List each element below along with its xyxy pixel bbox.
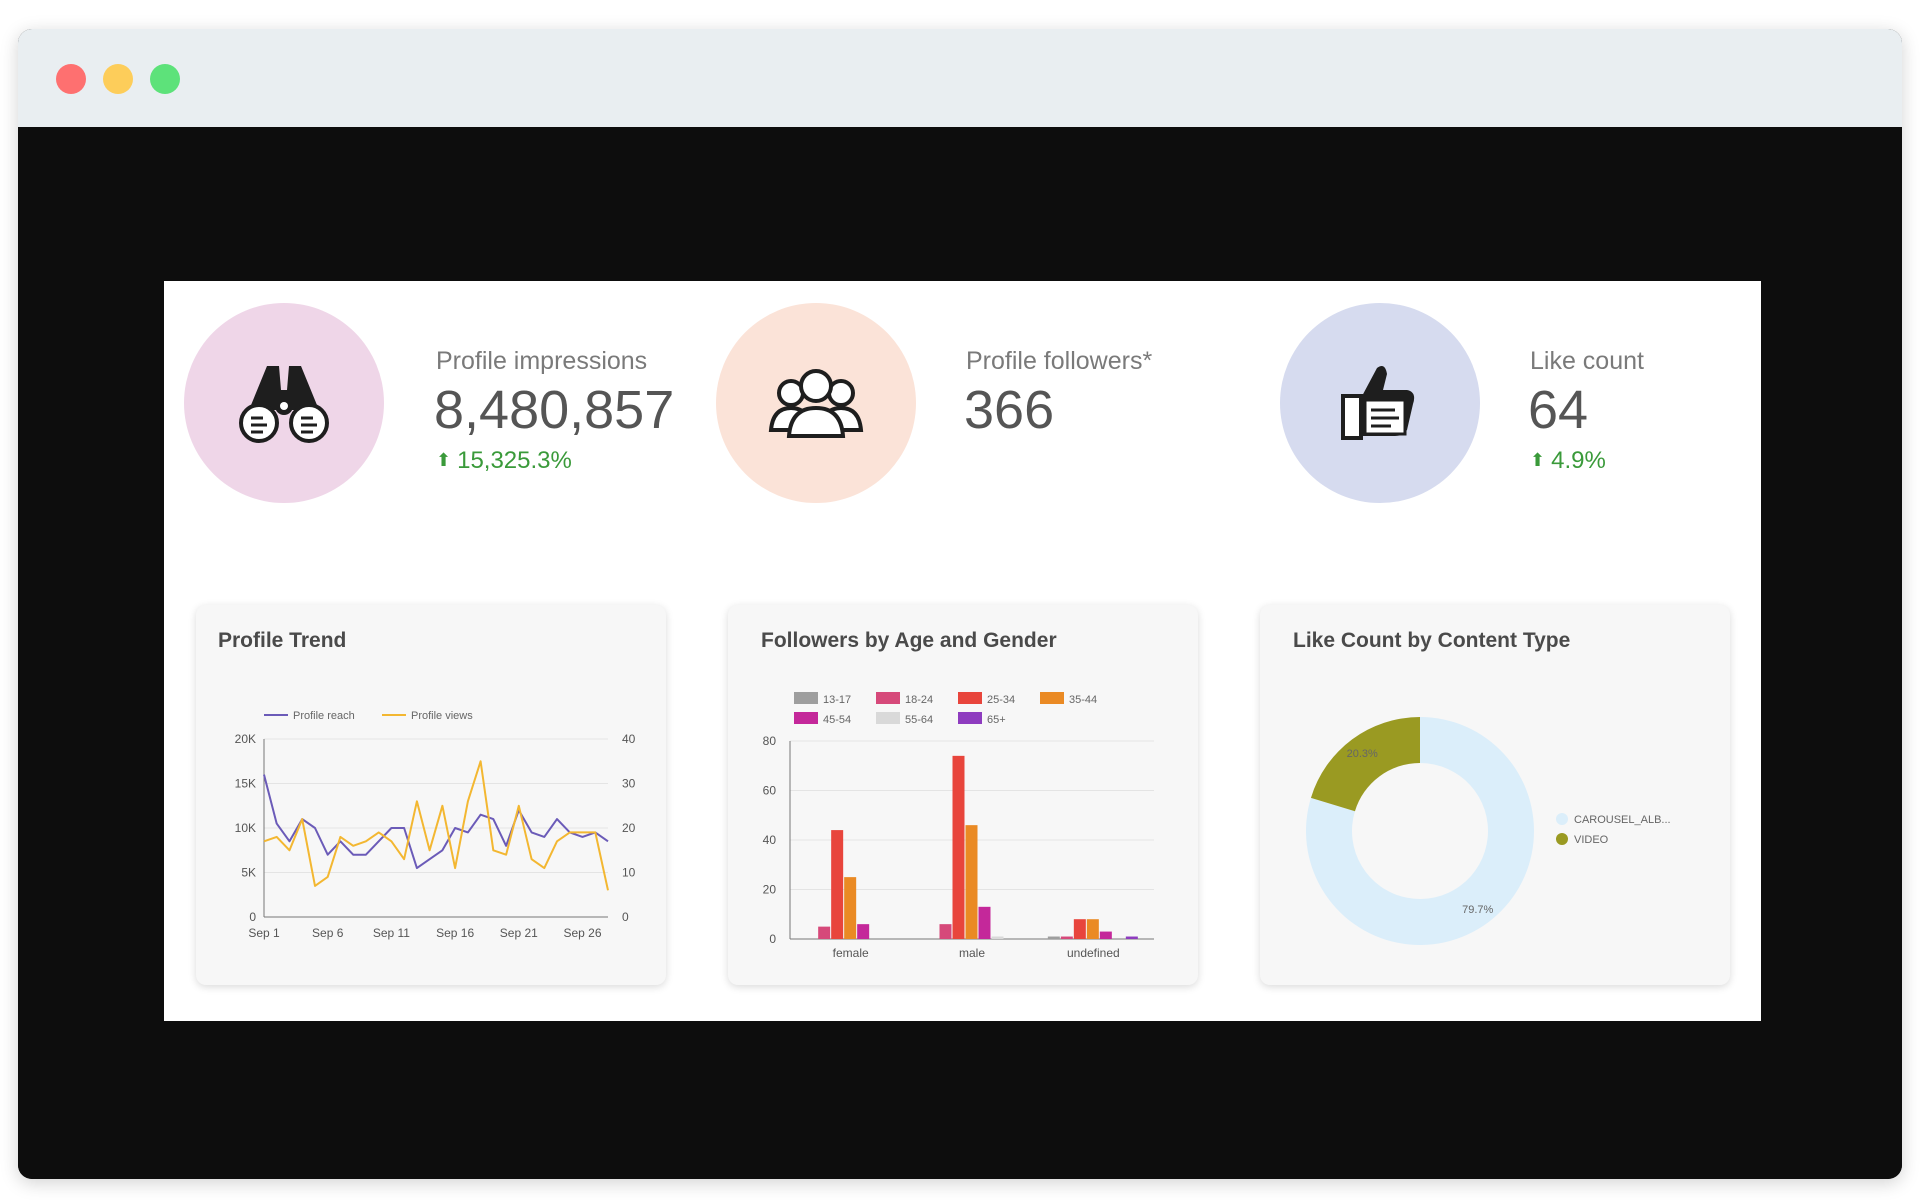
slice-VIDEO [1310,717,1420,812]
bar-18-24 [939,924,952,939]
legend-label: 65+ [987,714,1006,726]
legend-label: 25-34 [987,694,1015,706]
kpi-likes-delta: ⬆ 4.9% [1530,447,1606,475]
kpi-likes-delta-value: 4.9% [1551,447,1606,474]
kpi-likes-value: 64 [1528,380,1589,440]
followers-age-gender-chart: 13-17 18-24 25-34 35-44 45-54 55-64 65+ 0 20 40 60… [763,692,1154,960]
up-arrow-icon: ⬆ [1530,450,1546,470]
y-tick-label: 80 [763,734,777,748]
bar-45-54 [978,906,991,939]
x-tick-label: Sep 26 [563,926,601,940]
profile-trend-title: Profile Trend [218,629,347,652]
legend-swatch [794,692,818,704]
legend-swatch [794,712,818,724]
followers-age-gender-title: Followers by Age and Gender [761,629,1057,652]
y-tick-label: 20 [763,883,777,897]
series-line [263,774,609,870]
legend-swatch [876,712,900,724]
bar-35-44 [844,877,857,939]
legend-swatch [876,692,900,704]
y-right-tick-label: 0 [622,910,629,924]
profile-trend-chart: Profile reach Profile views 0 5K 10K 15K 20K 0 1… [235,710,636,940]
slice-label: 79.7% [1462,904,1493,916]
profile-trend-card: Profile Trend Profile reach Profile views… [196,605,666,985]
y-left-tick-label: 5K [241,866,256,880]
legend-label: CAROUSEL_ALB... [1574,814,1671,826]
bar-55-64 [991,936,1004,939]
people-group-icon [768,369,864,438]
x-tick-label: Sep 16 [436,926,474,940]
kpi-impressions-delta-value: 15,325.3% [457,447,572,474]
legend-swatch [1040,692,1064,704]
bar-25-34 [831,830,844,939]
bar-35-44 [1086,919,1099,939]
x-tick-label: Sep 11 [373,926,410,940]
x-tick-label: Sep 21 [500,926,538,940]
legend-label: 18-24 [905,694,933,706]
y-left-tick-label: 10K [235,821,256,835]
legend-label: VIDEO [1574,834,1609,846]
y-right-tick-label: 40 [622,732,636,746]
followers-age-gender-card: Followers by Age and Gender 13-17 18-24 25… [728,605,1198,985]
binoculars-icon-circle [184,303,384,503]
legend-swatch [958,692,982,704]
maximize-window-button[interactable] [150,64,180,94]
minimize-window-button[interactable] [103,64,133,94]
legend-label: 55-64 [905,714,933,726]
up-arrow-icon: ⬆ [436,450,452,470]
like-count-content-type-chart: 79.7% 20.3% CAROUSEL_ALB... VIDEO [1306,717,1671,945]
people-group-icon-circle [716,303,916,503]
like-count-content-type-title: Like Count by Content Type [1293,629,1571,652]
y-right-tick-label: 20 [622,821,636,835]
bar-35-44 [965,825,978,939]
slice-CAROUSEL_ALB... [1306,717,1534,945]
y-right-tick-label: 10 [622,866,636,880]
y-left-tick-label: 20K [235,732,256,746]
like-count-content-type-card: Like Count by Content Type 79.7% 20.3% CAR… [1260,605,1730,985]
title-bar [18,29,1902,127]
kpi-likes-label: Like count [1530,347,1644,375]
bar-18-24 [1060,936,1073,939]
y-tick-label: 40 [763,833,777,847]
bar-25-34 [952,755,965,939]
kpi-impressions-delta: ⬆ 15,325.3% [436,447,572,475]
y-left-tick-label: 15K [235,777,256,791]
x-tick-label: Sep 6 [312,926,344,940]
series-line [263,760,609,891]
kpi-impressions-label: Profile impressions [436,347,648,375]
browser-window: Profile impressions 8,480,857 ⬆ 15,325.3%… [18,29,1902,1179]
y-left-tick-label: 0 [249,910,256,924]
binoculars-icon [239,366,329,443]
legend-label: 13-17 [823,694,851,706]
bar-45-54 [1099,931,1112,939]
legend-label: 45-54 [823,714,851,726]
y-tick-label: 60 [763,784,777,798]
page-content: Profile impressions 8,480,857 ⬆ 15,325.3%… [18,127,1902,1179]
x-tick-label: male [959,946,985,960]
legend-label: 35-44 [1069,694,1097,706]
legend-swatch [1556,833,1568,845]
y-tick-label: 0 [769,932,776,946]
bar-13-17 [1047,936,1060,939]
kpi-followers-label: Profile followers* [966,347,1153,375]
legend-swatch [1556,813,1568,825]
close-window-button[interactable] [56,64,86,94]
bar-18-24 [818,926,831,939]
thumbs-up-icon [1341,366,1415,440]
x-tick-label: undefined [1067,946,1120,960]
bar-45-54 [857,924,870,939]
y-right-tick-label: 30 [622,777,636,791]
legend-label: Profile reach [293,710,355,722]
bar-65+ [1125,936,1138,939]
legend-swatch [958,712,982,724]
legend-label: Profile views [411,710,473,722]
x-tick-label: Sep 1 [248,926,280,940]
kpi-impressions-value: 8,480,857 [434,380,675,440]
dashboard-report: Profile impressions 8,480,857 ⬆ 15,325.3%… [164,281,1761,1021]
thumbs-up-icon-circle [1280,303,1480,503]
bar-25-34 [1073,919,1086,939]
kpi-followers-value: 366 [964,380,1055,440]
x-tick-label: female [833,946,869,960]
slice-label: 20.3% [1347,748,1378,760]
